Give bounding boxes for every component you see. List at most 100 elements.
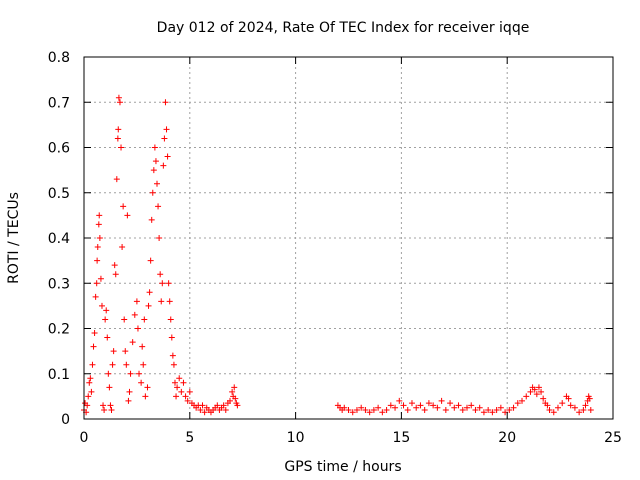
data-point [396, 397, 403, 404]
data-point [159, 280, 166, 287]
data-point [375, 404, 382, 411]
data-point [214, 402, 221, 409]
data-point [94, 244, 101, 251]
data-point [122, 348, 129, 355]
chart-title: Day 012 of 2024, Rate Of TEC Index for r… [157, 20, 530, 36]
data-point [387, 402, 394, 409]
data-point [104, 334, 111, 341]
data-point [197, 406, 204, 413]
data-point [582, 402, 589, 409]
data-point [101, 406, 108, 413]
data-point [150, 167, 157, 174]
data-point [88, 388, 95, 395]
grid-layer [84, 57, 613, 419]
data-point [168, 334, 175, 341]
data-point [163, 126, 170, 133]
data-point [107, 402, 114, 409]
data-point [126, 388, 133, 395]
data-point [554, 404, 561, 411]
data-point [157, 271, 164, 278]
data-point [145, 302, 152, 309]
data-point [106, 384, 113, 391]
data-point [173, 393, 180, 400]
data-point [131, 311, 138, 318]
data-point [103, 307, 110, 314]
data-point [362, 406, 369, 413]
data-point [480, 409, 487, 416]
data-point [152, 158, 159, 165]
data-point [115, 126, 122, 133]
data-point [151, 144, 158, 151]
data-point [134, 325, 141, 332]
data-point [229, 388, 236, 395]
x-tick-label: 0 [80, 430, 89, 446]
tick-layer: 0 5 10 15 20 25 0 0.1 0.2 0.3 0.4 0.5 0.6 0.7 0.8 [48, 50, 622, 446]
data-point [222, 406, 229, 413]
data-point [160, 162, 167, 169]
data-point [139, 343, 146, 350]
x-tick-label: 25 [604, 430, 622, 446]
data-point [232, 395, 239, 402]
data-point [156, 235, 163, 241]
data-point [451, 404, 458, 411]
data-point [421, 406, 428, 413]
data-point [576, 409, 583, 416]
data-point [430, 402, 437, 409]
data-point [149, 189, 156, 196]
data-point [114, 135, 121, 142]
data-point [171, 379, 178, 386]
x-axis-label: GPS time / hours [284, 459, 401, 475]
data-point [116, 99, 123, 106]
data-point [110, 348, 117, 355]
data-point [493, 406, 500, 413]
data-point [95, 221, 102, 228]
data-point [85, 393, 92, 400]
data-point [105, 370, 112, 377]
data-point [546, 406, 553, 413]
data-point [234, 402, 241, 409]
data-point [124, 212, 131, 219]
data-point [86, 379, 93, 386]
data-point [112, 271, 119, 278]
data-point [167, 316, 174, 323]
data-point [102, 316, 109, 323]
data-point [89, 361, 96, 368]
data-point [353, 406, 360, 413]
data-point [176, 375, 183, 382]
data-point [349, 409, 356, 416]
data-point [125, 397, 132, 404]
data-point [94, 257, 101, 264]
data-point [97, 275, 104, 282]
data-point [370, 406, 377, 413]
data-point [100, 402, 107, 409]
data-point [227, 397, 234, 404]
data-point [468, 402, 475, 409]
data-point [510, 404, 517, 411]
data-point [174, 384, 181, 391]
data-point [113, 176, 120, 183]
data-point [158, 298, 165, 305]
data-point [96, 212, 103, 219]
data-point [141, 316, 148, 323]
data-point [199, 402, 206, 409]
data-point [527, 388, 534, 395]
data-point [565, 395, 572, 402]
y-tick-label: 0.3 [48, 276, 70, 292]
y-axis-label: ROTI / TECUs [6, 192, 22, 284]
data-point [434, 404, 441, 411]
data-point [497, 404, 504, 411]
data-point [531, 386, 538, 393]
data-point [366, 409, 373, 416]
data-point [472, 406, 479, 413]
data-point [109, 361, 116, 368]
data-point [413, 404, 420, 411]
data-point [485, 406, 492, 413]
x-tick-label: 15 [392, 430, 410, 446]
data-point [587, 406, 594, 413]
data-point [550, 409, 557, 416]
data-point [231, 384, 238, 391]
data-point [408, 400, 415, 407]
data-point [98, 302, 105, 309]
data-point [463, 404, 470, 411]
